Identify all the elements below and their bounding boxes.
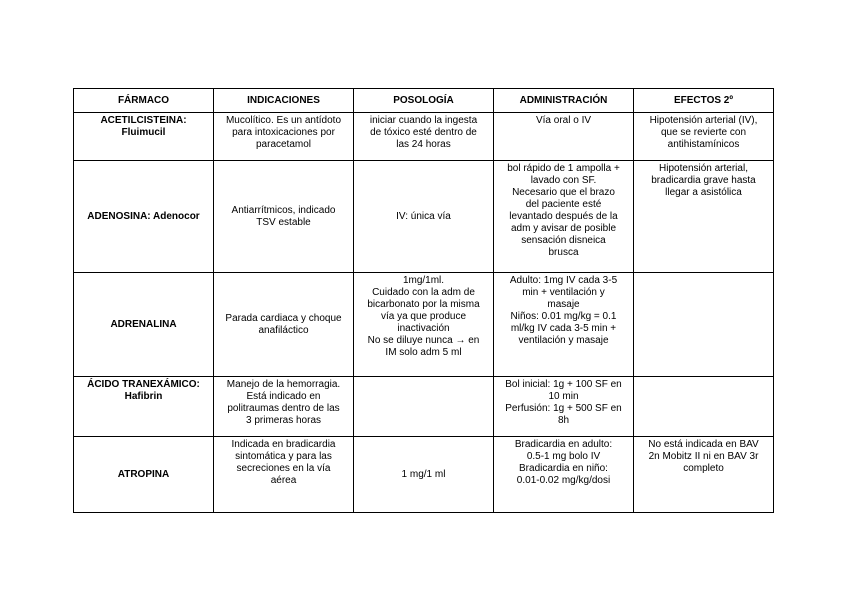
cell-efectos <box>633 272 774 377</box>
table-header-row: FÁRMACO INDICACIONES POSOLOGÍA ADMINISTR… <box>73 88 774 113</box>
cell-administracion: Adulto: 1mg IV cada 3-5 min + ventilació… <box>493 272 634 377</box>
cell-farmaco: ÁCIDO TRANEXÁMICO: Hafibrin <box>73 376 214 437</box>
cell-administracion: Bradicardia en adulto: 0.5-1 mg bolo IV … <box>493 436 634 513</box>
cell-farmaco: ADENOSINA: Adenocor <box>73 160 214 273</box>
cell-farmaco: ADRENALINA <box>73 272 214 377</box>
cell-efectos: No está indicada en BAV 2n Mobitz II ni … <box>633 436 774 513</box>
cell-indicaciones: Indicada en bradicardia sintomática y pa… <box>213 436 354 513</box>
cell-efectos: Hipotensión arterial (IV), que se revier… <box>633 112 774 161</box>
cell-administracion: bol rápido de 1 ampolla + lavado con SF.… <box>493 160 634 273</box>
cell-administracion: Vía oral o IV <box>493 112 634 161</box>
header-efectos: EFECTOS 2º <box>633 88 774 113</box>
header-posologia: POSOLOGÍA <box>353 88 494 113</box>
cell-posologia: iniciar cuando la ingesta de tóxico esté… <box>353 112 494 161</box>
cell-posologia <box>353 376 494 437</box>
cell-efectos: Hipotensión arterial, bradicardia grave … <box>633 160 774 273</box>
header-farmaco: FÁRMACO <box>73 88 214 113</box>
table-row: ADRENALINA Parada cardiaca y choque anaf… <box>73 272 774 377</box>
cell-indicaciones: Manejo de la hemorragia. Está indicado e… <box>213 376 354 437</box>
table-row: ÁCIDO TRANEXÁMICO: Hafibrin Manejo de la… <box>73 376 774 437</box>
drug-table: FÁRMACO INDICACIONES POSOLOGÍA ADMINISTR… <box>73 88 774 513</box>
table-row: ADENOSINA: Adenocor Antiarrítmicos, indi… <box>73 160 774 273</box>
cell-indicaciones: Mucolítico. Es un antídoto para intoxica… <box>213 112 354 161</box>
cell-posologia: IV: única vía <box>353 160 494 273</box>
cell-indicaciones: Parada cardiaca y choque anafiláctico <box>213 272 354 377</box>
cell-efectos <box>633 376 774 437</box>
header-administracion: ADMINISTRACIÓN <box>493 88 634 113</box>
table-row: ATROPINA Indicada en bradicardia sintomá… <box>73 436 774 513</box>
cell-administracion: Bol inicial: 1g + 100 SF en 10 min Perfu… <box>493 376 634 437</box>
header-indicaciones: INDICACIONES <box>213 88 354 113</box>
cell-posologia: 1 mg/1 ml <box>353 436 494 513</box>
cell-farmaco: ACETILCISTEINA: Fluimucil <box>73 112 214 161</box>
cell-posologia: 1mg/1ml. Cuidado con la adm de bicarbona… <box>353 272 494 377</box>
cell-farmaco: ATROPINA <box>73 436 214 513</box>
cell-indicaciones: Antiarrítmicos, indicado TSV estable <box>213 160 354 273</box>
table-row: ACETILCISTEINA: Fluimucil Mucolítico. Es… <box>73 112 774 161</box>
